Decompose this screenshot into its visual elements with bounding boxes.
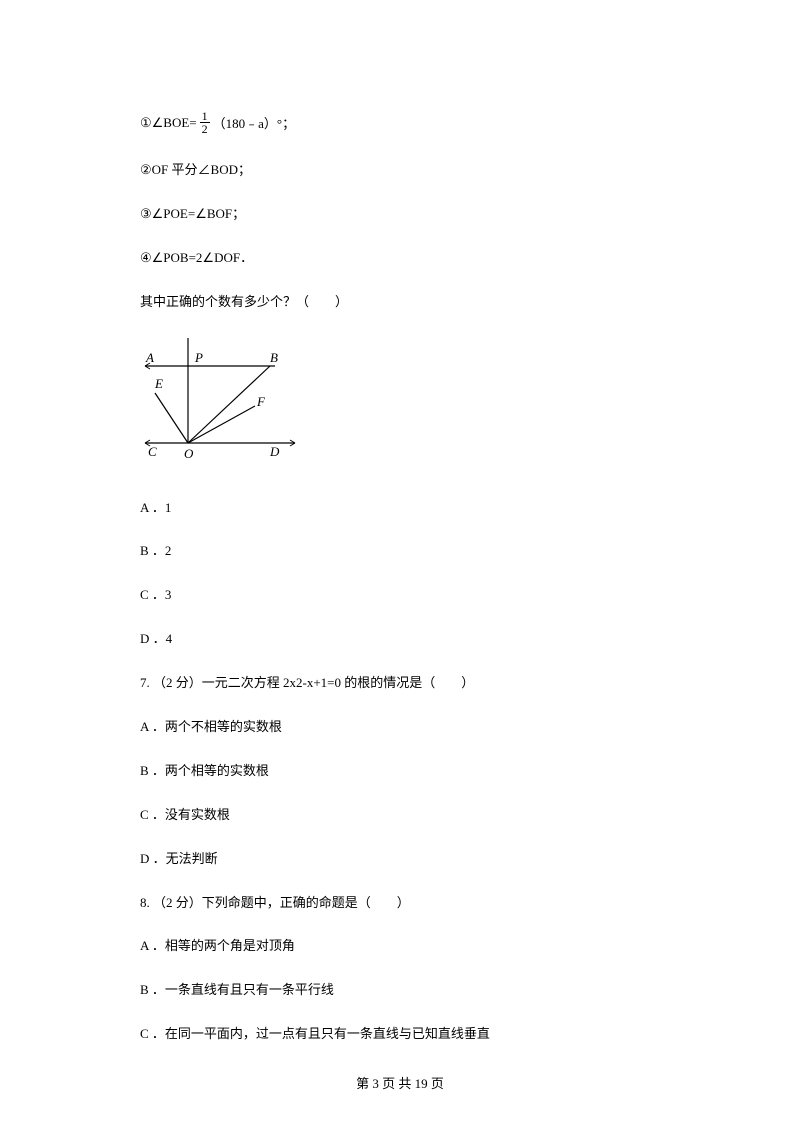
option-8a: A ．相等的两个角是对顶角 [140,938,660,955]
page-footer: 第 3 页 共 19 页 [0,1073,800,1092]
fraction-denominator: 2 [200,123,210,135]
svg-text:A: A [145,350,154,365]
option-7b: B ．两个相等的实数根 [140,763,660,780]
option-6d: D ．4 [140,631,660,648]
svg-text:P: P [194,350,203,365]
option-6a: A ．1 [140,500,660,517]
statement-3: ③∠POE=∠BOF； [140,206,660,223]
option-8b: B ．一条直线有且只有一条平行线 [140,982,660,999]
fraction-one-half: 1 2 [200,110,210,135]
option-7d: D ．无法判断 [140,851,660,868]
statement-4: ④∠POB=2∠DOF． [140,250,660,267]
statement-2: ②OF 平分∠BOD； [140,162,660,179]
question-text: 其中正确的个数有多少个？（ ） [140,294,660,311]
question-8: 8. （2 分）下列命题中，正确的命题是（ ） [140,895,660,912]
svg-text:O: O [184,446,194,461]
question-7: 7. （2 分）一元二次方程 2x2-x+1=0 的根的情况是（ ） [140,675,660,692]
svg-text:E: E [154,376,163,391]
statement-1-prefix: ①∠BOE= [140,115,197,131]
svg-text:F: F [256,394,266,409]
statement-1-suffix: （180﹣a）°； [213,113,295,132]
option-6b: B ．2 [140,543,660,560]
option-7c: C ．没有实数根 [140,807,660,824]
option-8c: C ．在同一平面内，过一点有且只有一条直线与已知直线垂直 [140,1026,660,1043]
geometry-diagram: A P B E F C O D [140,338,660,473]
option-6c: C ．3 [140,587,660,604]
svg-text:D: D [269,444,280,459]
svg-text:C: C [148,444,157,459]
statement-1: ①∠BOE= 1 2 （180﹣a）°； [140,110,660,135]
svg-text:B: B [270,350,278,365]
option-7a: A ．两个不相等的实数根 [140,719,660,736]
